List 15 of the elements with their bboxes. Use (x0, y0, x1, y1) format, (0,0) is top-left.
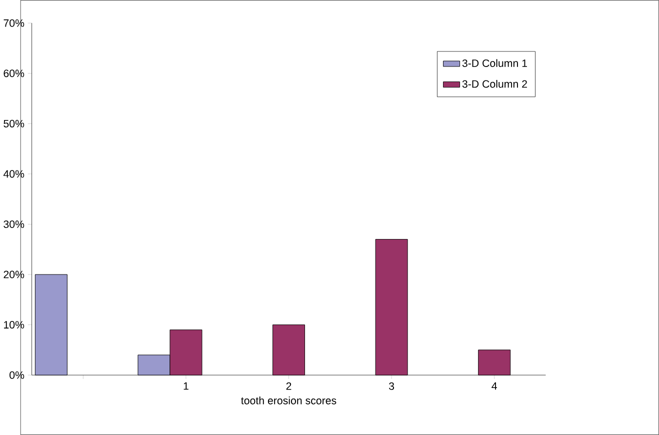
y-tick-label: 10% (4, 321, 24, 329)
y-tick-label: 60% (4, 70, 24, 78)
x-tick-label: 2 (286, 382, 292, 390)
y-tick-label: 40% (3, 170, 24, 178)
legend-label: 3-D Column 1 (462, 59, 527, 67)
x-axis-title: tooth erosion scores (241, 396, 336, 404)
legend-label: 3-D Column 2 (462, 80, 527, 88)
y-tick-label: 50% (4, 120, 24, 128)
x-tick-label: 4 (492, 382, 497, 390)
y-tick-label: 30% (4, 220, 24, 228)
y-tick-label: 0% (10, 371, 24, 379)
x-tick-label: 1 (184, 382, 188, 390)
x-tick-label: 3 (389, 382, 394, 390)
y-tick-label: 70% (4, 19, 24, 27)
y-tick-label: 20% (4, 270, 24, 278)
